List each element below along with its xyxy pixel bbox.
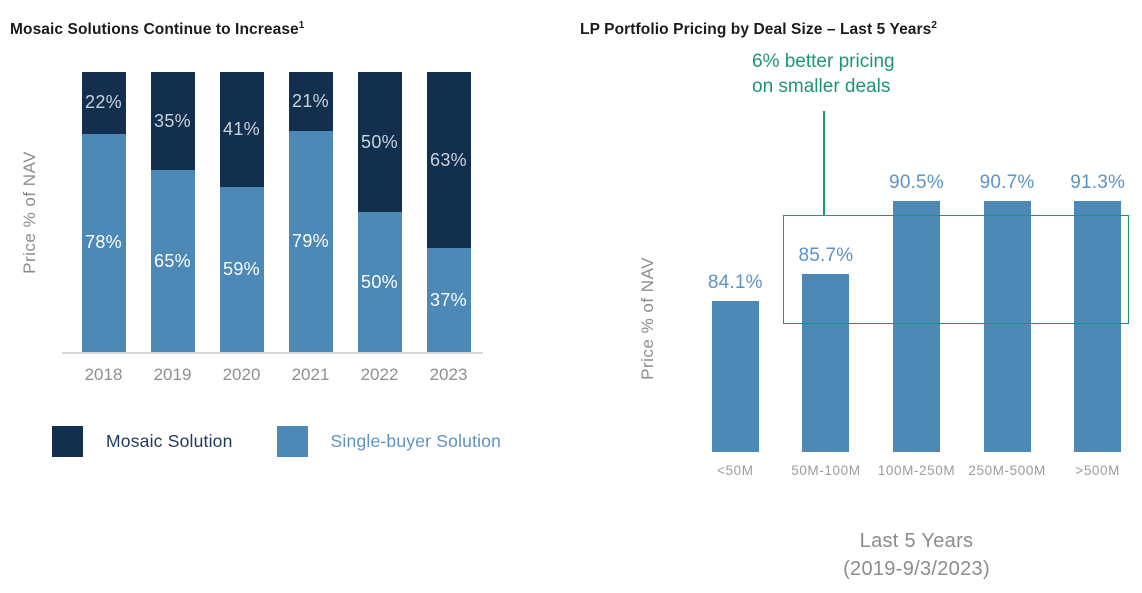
- bar-column->500M: 91.3% >500M: [1052, 172, 1142, 478]
- stacked-bar-column-2023: 63% 37% 2023: [414, 72, 483, 385]
- x-tick-2021: 2021: [291, 365, 330, 384]
- bar-value-label: 91.3%: [1070, 172, 1126, 193]
- x-tick-2019: 2019: [153, 365, 192, 384]
- bar-column-100M-250M: 90.5% 100M-250M: [871, 172, 962, 478]
- left-plot-area: 22% 78% 2018 35% 65% 2019 41% 59% 2020 21% 79% 2021…: [62, 72, 483, 385]
- segment-mosaic-2020: 41%: [219, 72, 264, 187]
- stacked-bar-2018: 22% 78%: [81, 72, 126, 352]
- segment-value-label: 79%: [292, 230, 329, 251]
- segment-value-label: 22%: [85, 92, 122, 113]
- left-bars: 22% 78% 2018 35% 65% 2019 41% 59% 2020 21% 79% 2021…: [62, 72, 483, 385]
- stacked-bar-2020: 41% 59%: [219, 72, 264, 352]
- annotation-better-pricing: 6% better pricing on smaller deals: [752, 49, 895, 99]
- annotation-line-2: on smaller deals: [752, 76, 891, 97]
- x-tick-2023: 2023: [429, 365, 468, 384]
- bar-area-250M-500M: 90.7%: [980, 172, 1035, 452]
- x-tick-100M-250M: 100M-250M: [877, 463, 956, 478]
- annotation-line-1: 6% better pricing: [752, 51, 895, 72]
- bar-100M-250M: [892, 201, 940, 452]
- right-chart-title: LP Portfolio Pricing by Deal Size – Last…: [580, 19, 938, 39]
- stacked-bar-2019: 35% 65%: [150, 72, 195, 352]
- segment-mosaic-2019: 35%: [150, 72, 195, 170]
- bar-area->500M: 91.3%: [1070, 172, 1125, 452]
- stacked-bar-column-2022: 50% 50% 2022: [345, 72, 414, 385]
- left-y-axis-label: Price % of NAV: [20, 150, 39, 274]
- segment-single-buyer-2018: 78%: [81, 133, 126, 352]
- bar-value-label: 90.5%: [889, 172, 944, 193]
- stacked-bar-column-2021: 21% 79% 2021: [276, 72, 345, 385]
- right-plot-area: 84.1% <50M 85.7% 50M-100M 90.5% 100M-250M 90.7…: [690, 172, 1142, 478]
- segment-value-label: 59%: [223, 258, 260, 279]
- segment-mosaic-2022: 50%: [357, 72, 402, 212]
- segment-value-label: 50%: [361, 271, 398, 292]
- left-chart-title: Mosaic Solutions Continue to Increase1: [10, 19, 305, 39]
- legend-item-single-buyer-solution: Single-buyer Solution: [276, 426, 502, 457]
- bar-250M-500M: [983, 201, 1031, 452]
- legend: Mosaic Solution Single-buyer Solution: [52, 426, 501, 457]
- segment-value-label: 35%: [154, 110, 191, 131]
- segment-single-buyer-2020: 59%: [219, 186, 264, 352]
- x-tick-2022: 2022: [360, 365, 399, 384]
- x-tick->500M: >500M: [1075, 463, 1120, 478]
- segment-value-label: 63%: [430, 149, 467, 170]
- bar-column-250M-500M: 90.7% 250M-500M: [962, 172, 1053, 478]
- right-y-axis-label: Price % of NAV: [638, 256, 657, 380]
- segment-value-label: 37%: [430, 289, 467, 310]
- legend-label-single-buyer: Single-buyer Solution: [330, 431, 502, 451]
- stacked-bar-2023: 63% 37%: [426, 72, 471, 352]
- stacked-bar-2022: 50% 50%: [357, 72, 402, 352]
- x-tick-250M-500M: 250M-500M: [968, 463, 1046, 478]
- segment-value-label: 65%: [154, 250, 191, 271]
- bar-area-50M-100M: 85.7%: [798, 172, 853, 452]
- right-x-axis-caption: Last 5 Years (2019-9/3/2023): [690, 527, 1142, 583]
- bar->500M: [1074, 201, 1122, 452]
- right-y-axis-label-box: Price % of NAV: [634, 178, 662, 458]
- stacked-bar-2021: 21% 79%: [288, 72, 333, 352]
- legend-item-mosaic-solution: Mosaic Solution: [52, 426, 233, 457]
- segment-mosaic-2021: 21%: [288, 72, 333, 131]
- bar-value-label: 85.7%: [798, 245, 854, 266]
- x-axis-caption-line-1: Last 5 Years: [859, 530, 974, 552]
- bar-area-100M-250M: 90.5%: [889, 172, 944, 452]
- legend-label-mosaic: Mosaic Solution: [106, 431, 233, 451]
- left-y-axis-label-box: Price % of NAV: [16, 72, 44, 352]
- segment-single-buyer-2022: 50%: [357, 212, 402, 352]
- x-tick-50M-100M: 50M-100M: [791, 463, 861, 478]
- segment-value-label: 21%: [292, 90, 329, 111]
- segment-mosaic-2023: 63%: [426, 72, 471, 249]
- left-chart-title-footnote: 1: [298, 19, 305, 31]
- left-x-axis-line: [62, 352, 483, 354]
- bar-column-<50M: 84.1% <50M: [690, 172, 781, 478]
- segment-single-buyer-2021: 79%: [288, 130, 333, 352]
- segment-value-label: 78%: [85, 232, 122, 253]
- legend-swatch-mosaic: [52, 426, 83, 457]
- left-chart-title-text: Mosaic Solutions Continue to Increase: [10, 20, 299, 38]
- x-tick-2018: 2018: [84, 365, 123, 384]
- bar-50M-100M: [802, 274, 850, 452]
- stacked-bar-column-2020: 41% 59% 2020: [207, 72, 276, 385]
- annotation-connector-line: [823, 111, 825, 215]
- segment-mosaic-2018: 22%: [81, 72, 126, 134]
- x-tick-2020: 2020: [222, 365, 261, 384]
- segment-value-label: 41%: [223, 118, 260, 139]
- bar-value-label: 90.7%: [979, 172, 1035, 193]
- bar-column-50M-100M: 85.7% 50M-100M: [781, 172, 872, 478]
- right-chart-title-footnote: 2: [931, 19, 938, 31]
- annotation-highlight-box: [783, 215, 1129, 324]
- segment-value-label: 50%: [361, 131, 398, 152]
- x-axis-caption-line-2: (2019-9/3/2023): [843, 558, 990, 580]
- segment-single-buyer-2019: 65%: [150, 170, 195, 352]
- stacked-bar-column-2018: 22% 78% 2018: [69, 72, 138, 385]
- bar-<50M: [711, 301, 759, 452]
- legend-swatch-single-buyer: [276, 426, 308, 457]
- stacked-bar-column-2019: 35% 65% 2019: [138, 72, 207, 385]
- bar-value-label: 84.1%: [707, 272, 763, 293]
- x-tick-<50M: <50M: [717, 463, 754, 478]
- segment-single-buyer-2023: 37%: [426, 248, 471, 352]
- right-chart-title-text: LP Portfolio Pricing by Deal Size – Last…: [580, 20, 932, 38]
- bar-area-<50M: 84.1%: [708, 172, 763, 452]
